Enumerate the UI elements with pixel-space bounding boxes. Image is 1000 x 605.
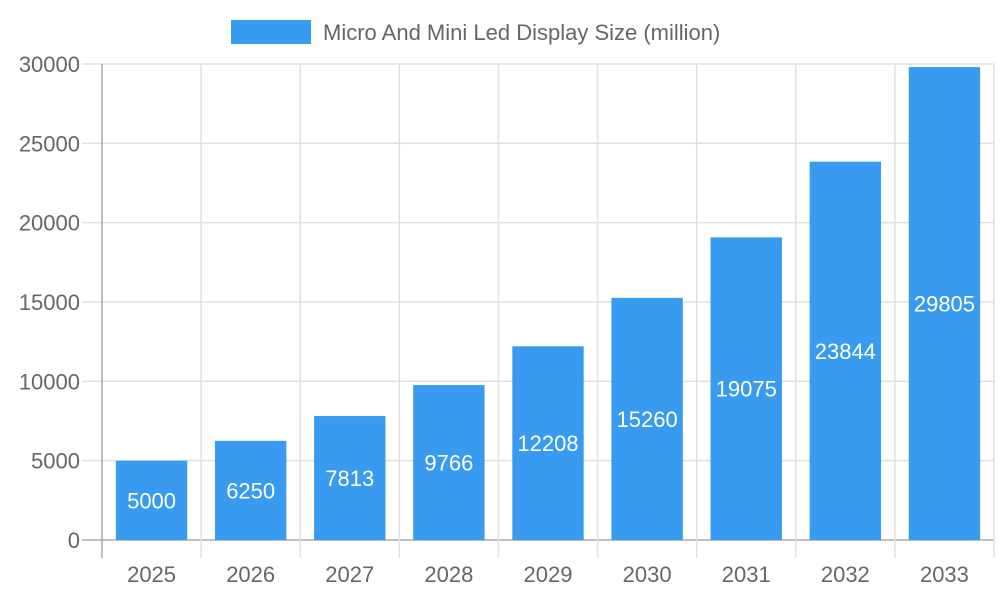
bar-2032 [809,161,882,540]
bar-2031 [710,237,782,541]
legend-swatch [231,20,311,44]
data-label: 23844 [815,339,876,364]
axes: 0 5000 10000 15000 20000 25000 30000 2025 2026 20… [19,52,969,587]
legend-label: Micro And Mini Led Display Size (million… [323,20,720,45]
bar-2030 [611,297,683,540]
data-label: 19075 [716,377,777,402]
x-tick-label: 2029 [524,562,573,587]
data-label: 5000 [127,488,176,513]
legend[interactable]: Micro And Mini Led Display Size (million… [231,20,720,45]
data-label: 7813 [325,466,374,491]
data-label: 9766 [424,451,473,476]
x-tick-label: 2028 [424,562,473,587]
x-tick-label: 2031 [722,562,771,587]
y-tick-label: 20000 [19,211,80,236]
data-label: 15260 [617,407,678,432]
y-tick-label: 15000 [19,290,80,315]
x-tick-label: 2032 [821,562,870,587]
bar-2033 [908,67,981,541]
data-label: 6250 [226,478,275,503]
bar-2025 [115,460,188,540]
bar-2026 [214,440,287,540]
x-tick-label: 2027 [325,562,374,587]
x-tick-label: 2030 [623,562,672,587]
x-tick-label: 2033 [920,562,969,587]
x-tick-label: 2025 [127,562,176,587]
bar-2029 [512,346,584,540]
y-tick-label: 5000 [31,449,80,474]
y-tick-label: 30000 [19,52,80,77]
x-tick-label: 2026 [226,562,275,587]
data-label: 12208 [517,431,578,456]
data-label: 29805 [914,292,975,317]
bars [115,67,981,541]
bar-2027 [314,416,386,540]
bar-2028 [413,385,485,540]
grid [82,63,995,558]
y-tick-label: 0 [68,528,80,553]
data-labels: 5000 6250 7813 9766 12208 15260 19075 23844 2980… [127,292,975,514]
y-tick-label: 25000 [19,131,80,156]
y-tick-label: 10000 [19,369,80,394]
